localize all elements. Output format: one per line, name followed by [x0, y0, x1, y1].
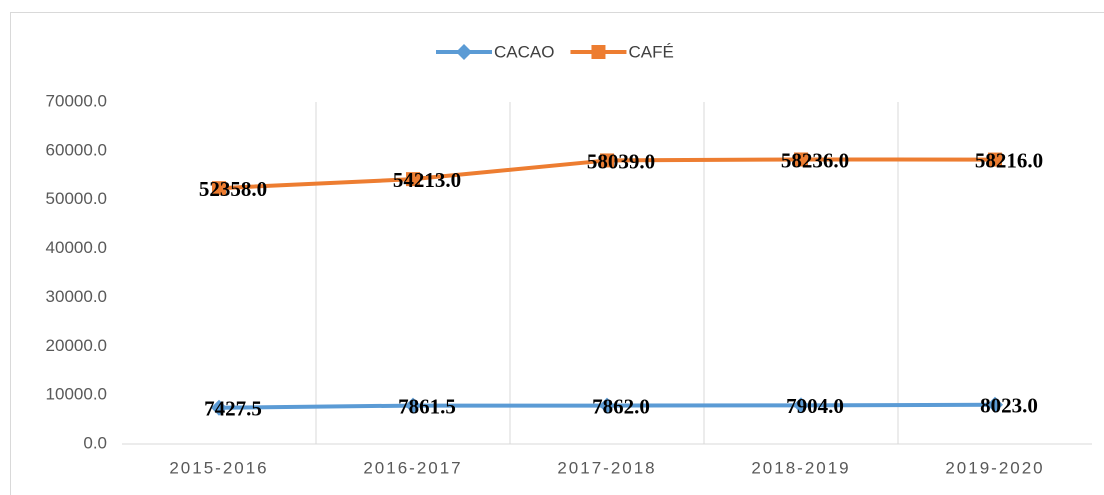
data-label: 54213.0 — [393, 168, 461, 192]
marker — [406, 172, 420, 187]
marker — [591, 45, 606, 59]
marker — [456, 44, 472, 60]
marker — [212, 181, 226, 196]
marker — [987, 396, 1003, 413]
x-tick-label: 2017-2018 — [557, 458, 656, 477]
y-tick-label: 30000.0 — [46, 287, 107, 306]
data-label: 7861.5 — [398, 394, 456, 418]
data-label: 58236.0 — [781, 148, 849, 172]
marker — [211, 399, 227, 416]
marker — [794, 152, 808, 167]
legend-label: CACAO — [494, 42, 554, 61]
y-tick-label: 60000.0 — [46, 140, 107, 159]
data-label: 58216.0 — [975, 148, 1043, 172]
y-tick-label: 0.0 — [83, 433, 107, 452]
x-tick-label: 2015-2016 — [169, 458, 268, 477]
data-label: 7862.0 — [592, 394, 650, 418]
x-tick-label: 2018-2019 — [751, 458, 850, 477]
y-tick-label: 50000.0 — [46, 189, 107, 208]
data-label: 8023.0 — [980, 394, 1038, 418]
marker — [405, 397, 421, 414]
chart-border — [10, 12, 1104, 495]
y-tick-label: 10000.0 — [46, 385, 107, 404]
legend-label: CAFÉ — [628, 42, 673, 61]
data-label: 52358.0 — [199, 177, 267, 201]
x-tick-label: 2019-2020 — [945, 458, 1044, 477]
marker — [600, 153, 614, 168]
data-label: 7904.0 — [786, 394, 844, 418]
marker — [988, 152, 1002, 167]
y-tick-label: 40000.0 — [46, 238, 107, 257]
x-tick-label: 2016-2017 — [363, 458, 462, 477]
y-tick-label: 70000.0 — [46, 91, 107, 110]
marker — [793, 397, 809, 414]
data-label: 7427.5 — [204, 397, 262, 421]
data-label: 58039.0 — [587, 149, 655, 173]
y-tick-label: 20000.0 — [46, 336, 107, 355]
marker — [599, 397, 615, 414]
